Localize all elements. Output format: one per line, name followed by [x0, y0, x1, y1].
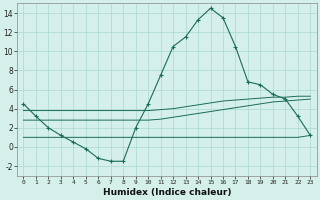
X-axis label: Humidex (Indice chaleur): Humidex (Indice chaleur) [103, 188, 231, 197]
